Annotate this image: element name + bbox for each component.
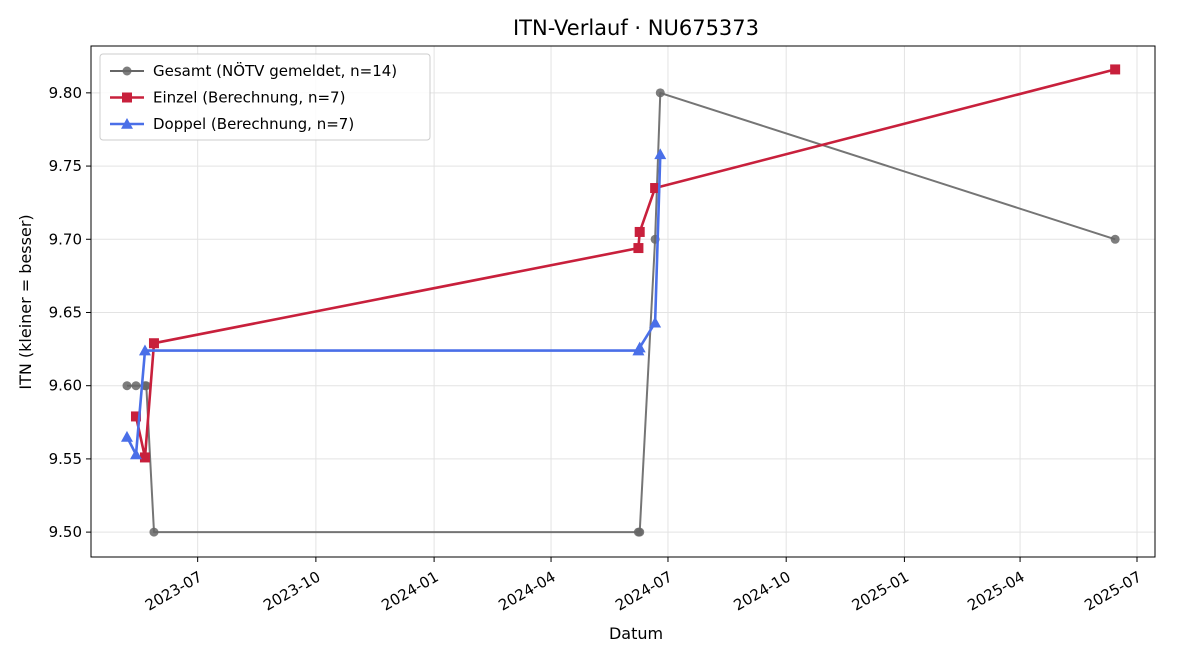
legend-label: Doppel (Berechnung, n=7) bbox=[153, 115, 354, 133]
data-point bbox=[650, 183, 661, 194]
x-tick-label: 2024-01 bbox=[378, 568, 441, 615]
y-tick-label: 9.70 bbox=[49, 230, 82, 248]
data-point bbox=[120, 430, 133, 442]
chart-title: ITN-Verlauf · NU675373 bbox=[513, 16, 759, 40]
x-tick-label: 2023-07 bbox=[142, 568, 205, 615]
x-tick-label: 2025-04 bbox=[964, 568, 1027, 615]
data-point bbox=[148, 338, 159, 349]
y-tick-label: 9.75 bbox=[49, 157, 82, 175]
legend-marker bbox=[122, 92, 132, 103]
ticks: 2023-07 2023-10 2024-01 2024-04 2024-07 2024-… bbox=[49, 84, 1145, 615]
data-point bbox=[138, 344, 151, 356]
legend-box bbox=[99, 53, 431, 141]
series-layer bbox=[120, 64, 1121, 537]
data-point bbox=[1110, 64, 1121, 75]
legend-marker bbox=[121, 118, 133, 129]
data-point bbox=[129, 448, 142, 460]
legend: Gesamt (NÖTV gemeldet, n=14) Einzel (Bere… bbox=[99, 53, 431, 141]
plot-frame bbox=[90, 45, 1156, 558]
x-tick-label: 2024-04 bbox=[495, 568, 558, 615]
series-line bbox=[125, 154, 662, 456]
data-point bbox=[149, 527, 159, 537]
x-tick-label: 2023-10 bbox=[260, 568, 323, 615]
data-point bbox=[139, 452, 150, 463]
data-point bbox=[633, 243, 644, 254]
x-axis-label: Datum bbox=[609, 624, 663, 643]
data-point bbox=[649, 316, 662, 328]
series-1 bbox=[130, 64, 1121, 463]
data-point bbox=[635, 527, 645, 537]
y-axis-label: ITN (kleiner = besser) bbox=[16, 214, 35, 389]
data-point bbox=[130, 411, 141, 422]
series-2 bbox=[120, 148, 667, 460]
data-point bbox=[122, 381, 132, 391]
data-point bbox=[654, 148, 667, 160]
legend-label: Einzel (Berechnung, n=7) bbox=[153, 89, 345, 107]
x-tick-label: 2024-10 bbox=[731, 568, 794, 615]
y-tick-label: 9.65 bbox=[49, 303, 82, 321]
data-point bbox=[131, 381, 141, 391]
y-tick-label: 9.80 bbox=[49, 84, 82, 102]
data-point bbox=[1110, 234, 1120, 244]
data-point bbox=[634, 226, 645, 237]
legend-marker bbox=[122, 66, 132, 76]
y-tick-label: 9.60 bbox=[49, 377, 82, 395]
legend-label: Gesamt (NÖTV gemeldet, n=14) bbox=[153, 61, 397, 80]
grid bbox=[91, 46, 1155, 557]
y-tick-label: 9.50 bbox=[49, 523, 82, 541]
data-point bbox=[141, 381, 151, 391]
x-tick-label: 2025-07 bbox=[1081, 568, 1144, 615]
y-tick-label: 9.55 bbox=[49, 450, 82, 468]
data-point bbox=[655, 88, 665, 98]
data-point bbox=[633, 341, 646, 353]
series-0 bbox=[122, 88, 1120, 537]
x-tick-label: 2025-01 bbox=[849, 568, 912, 615]
x-tick-label: 2024-07 bbox=[612, 568, 675, 615]
